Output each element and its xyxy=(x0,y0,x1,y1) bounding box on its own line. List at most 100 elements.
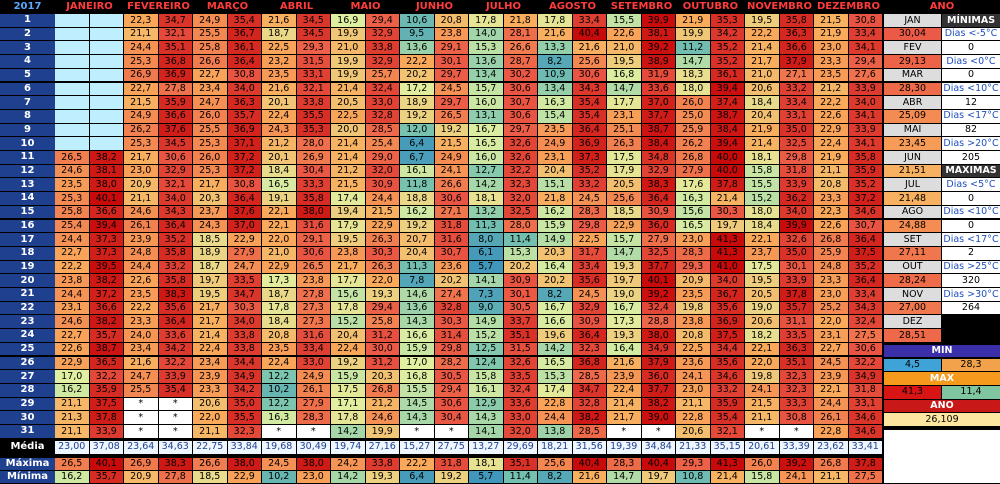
temp-cell: 19,3 xyxy=(607,329,641,342)
temp-cell: 26,1 xyxy=(296,383,330,397)
temp-cell: 36,1 xyxy=(710,68,744,82)
temp-cell: 20,6 xyxy=(193,397,227,411)
month-header: JULHO xyxy=(469,0,538,14)
temp-cell: 22,4 xyxy=(262,356,296,370)
temp-cell: 30,1 xyxy=(434,55,468,68)
minima-cell: 6,4 xyxy=(400,471,434,483)
temp-cell: 34,6 xyxy=(848,425,882,438)
temp-cell: 21,9 xyxy=(814,27,848,41)
temp-cell: 9,0 xyxy=(469,301,503,315)
day-label: 21 xyxy=(0,288,55,301)
temp-cell: 19,0 xyxy=(745,301,779,315)
temp-cell: 21,2 xyxy=(331,164,365,178)
ano-month-value: 21,48 xyxy=(884,192,941,205)
temp-cell: 35,6 xyxy=(158,301,192,315)
temp-cell: 37,2 xyxy=(848,192,882,205)
day-label: 1 xyxy=(0,14,55,27)
temp-cell: 35,1 xyxy=(503,329,537,342)
ano-month-label: FEV xyxy=(884,41,941,55)
temp-cell: 33,3 xyxy=(296,178,330,192)
temp-cell: 33,2 xyxy=(710,383,744,397)
temp-cell: 17,8 xyxy=(331,411,365,424)
temp-cell: 34,9 xyxy=(227,370,261,383)
temp-cell: 22,9 xyxy=(814,123,848,137)
temp-cell: 31,8 xyxy=(779,164,813,178)
temp-cell: 30,6 xyxy=(158,151,192,164)
temp-cell: 29,4 xyxy=(365,301,399,315)
temp-cell: 28,3 xyxy=(676,246,710,260)
temp-cell: 20,3 xyxy=(538,246,572,260)
temp-cell: 21,3 xyxy=(55,411,89,424)
ano-month-label: ABR xyxy=(884,96,941,109)
temp-cell: 22,8 xyxy=(676,411,710,424)
temp-cell: 18,4 xyxy=(262,164,296,178)
temp-cell: 30,8 xyxy=(848,14,882,27)
blank-area xyxy=(884,430,1000,483)
day-label: 17 xyxy=(0,233,55,246)
temp-cell: 34,0 xyxy=(710,274,744,287)
temp-cell: 16,7 xyxy=(607,301,641,315)
temp-cell: 21,0 xyxy=(331,41,365,55)
temp-cell: 39,4 xyxy=(710,137,744,150)
temp-cell: 22,4 xyxy=(814,137,848,150)
temp-cell: 36,6 xyxy=(158,109,192,123)
temp-cell: 15,6 xyxy=(331,288,365,301)
month-header: DEZEMBRO xyxy=(814,0,883,14)
temp-cell: 21,4 xyxy=(331,151,365,164)
media-cell: 23,64 xyxy=(124,440,158,454)
minimas-value: 205 xyxy=(942,151,1000,164)
maxima-cell: 24,5 xyxy=(262,458,296,470)
temp-cell: * xyxy=(262,425,296,438)
temp-cell: 34,6 xyxy=(848,205,882,219)
temp-cell: 23,0 xyxy=(814,288,848,301)
minima-cell: 8,2 xyxy=(538,471,572,483)
minimas-label: Dias <17°C xyxy=(942,109,1000,123)
temp-cell: 24,8 xyxy=(814,260,848,274)
temp-cell: 15,1 xyxy=(538,178,572,192)
minima-cell: 5,7 xyxy=(469,471,503,483)
temp-cell: 21,1 xyxy=(745,411,779,424)
temp-cell: 33,6 xyxy=(641,82,675,96)
temp-cell: 36,8 xyxy=(572,356,606,370)
temp-cell: 34,2 xyxy=(710,27,744,41)
temp-cell: 26,5 xyxy=(55,151,89,164)
temp-cell: 35,8 xyxy=(158,246,192,260)
temp-cell: 18,7 xyxy=(262,288,296,301)
temp-cell: 25,8 xyxy=(55,205,89,219)
temp-cell: 32,3 xyxy=(572,342,606,356)
temp-cell: 14,5 xyxy=(400,397,434,411)
ano-month-value: 30,04 xyxy=(884,27,941,41)
maximas-empty xyxy=(942,315,1000,342)
temp-cell: 29,8 xyxy=(572,219,606,233)
media-cell: 34,63 xyxy=(158,440,192,454)
temp-cell: 19,2 xyxy=(331,356,365,370)
temp-cell: 33,4 xyxy=(296,342,330,356)
temp-cell: 24,5 xyxy=(572,192,606,205)
temp-cell: 23,7 xyxy=(193,205,227,219)
temp-cell: 6,7 xyxy=(400,151,434,164)
temp-cell: 33,1 xyxy=(296,68,330,82)
minima-cell: 14,2 xyxy=(331,471,365,483)
temp-cell: 40,0 xyxy=(710,164,744,178)
temp-cell: 22,4 xyxy=(331,342,365,356)
media-cell: 19,68 xyxy=(262,440,296,454)
maxima-cell: 40,1 xyxy=(89,458,123,470)
temp-cell: 29,4 xyxy=(365,14,399,27)
temp-cell: 21,5 xyxy=(434,137,468,150)
temp-cell: 19,2 xyxy=(434,123,468,137)
temp-cell: 23,3 xyxy=(193,383,227,397)
temp-cell: 37,5 xyxy=(710,329,744,342)
minimas-value: 0 xyxy=(942,68,1000,82)
min-title: MIN xyxy=(884,344,1000,358)
media-cell: 20,61 xyxy=(745,440,779,454)
temp-cell: 15,2 xyxy=(745,192,779,205)
temp-cell: 38,0 xyxy=(641,329,675,342)
temp-cell: 32,1 xyxy=(296,82,330,96)
temp-cell: 18,0 xyxy=(745,205,779,219)
temp-cell: 21,4 xyxy=(193,329,227,342)
temp-cell: 23,8 xyxy=(296,274,330,287)
temp-cell: 20,8 xyxy=(434,14,468,27)
temp-cell: 30,6 xyxy=(434,397,468,411)
temp-cell: 35,5 xyxy=(296,109,330,123)
